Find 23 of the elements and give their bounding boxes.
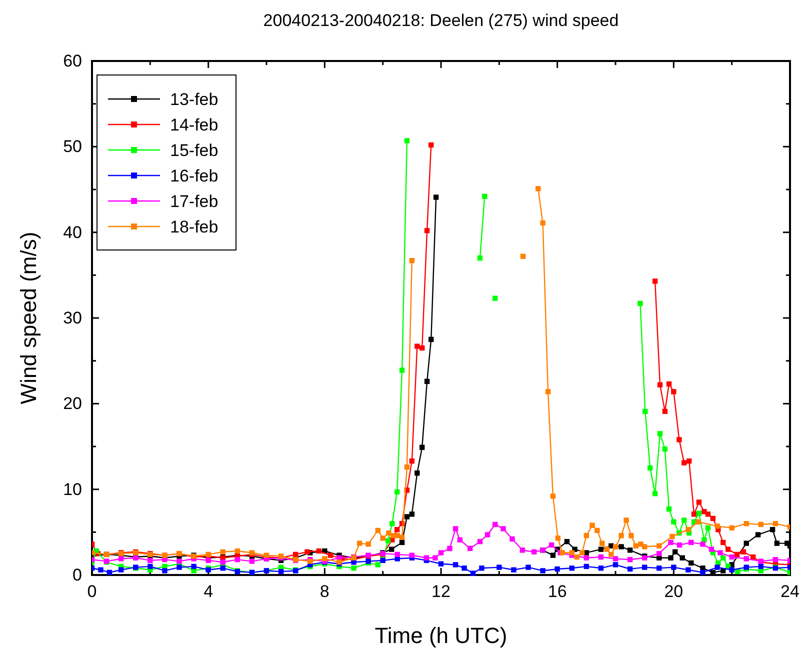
x-tick-label: 0 [87,582,97,602]
y-tick-label: 0 [72,565,82,584]
y-tick-label: 20 [63,394,82,414]
y-tick-label: 10 [63,480,82,499]
y-axis-title: Wind speed (m/s) [16,232,41,404]
legend-label: 15-feb [170,141,218,160]
legend-label: 17-feb [170,192,218,211]
x-tick-label: 24 [780,582,800,602]
legend-label: 18-feb [170,218,218,236]
y-tick-label: 60 [63,51,82,70]
x-tick-label: 8 [320,582,330,602]
y-tick-label: 50 [63,137,82,156]
x-tick-label: 4 [204,582,214,602]
legend-label: 13-feb [170,90,218,109]
chart-title: 20040213-20040218: Deelen (275) wind speed [263,11,619,30]
x-tick-label: 16 [548,582,567,602]
x-axis-title: Time (h UTC) [374,623,508,648]
x-tick-label: 20 [664,582,684,602]
x-tick-label: 12 [432,582,450,602]
legend-label: 16-feb [170,166,218,186]
legend-label: 14-feb [170,116,218,134]
y-tick-label: 40 [63,222,82,242]
y-tick-label: 30 [63,308,82,328]
